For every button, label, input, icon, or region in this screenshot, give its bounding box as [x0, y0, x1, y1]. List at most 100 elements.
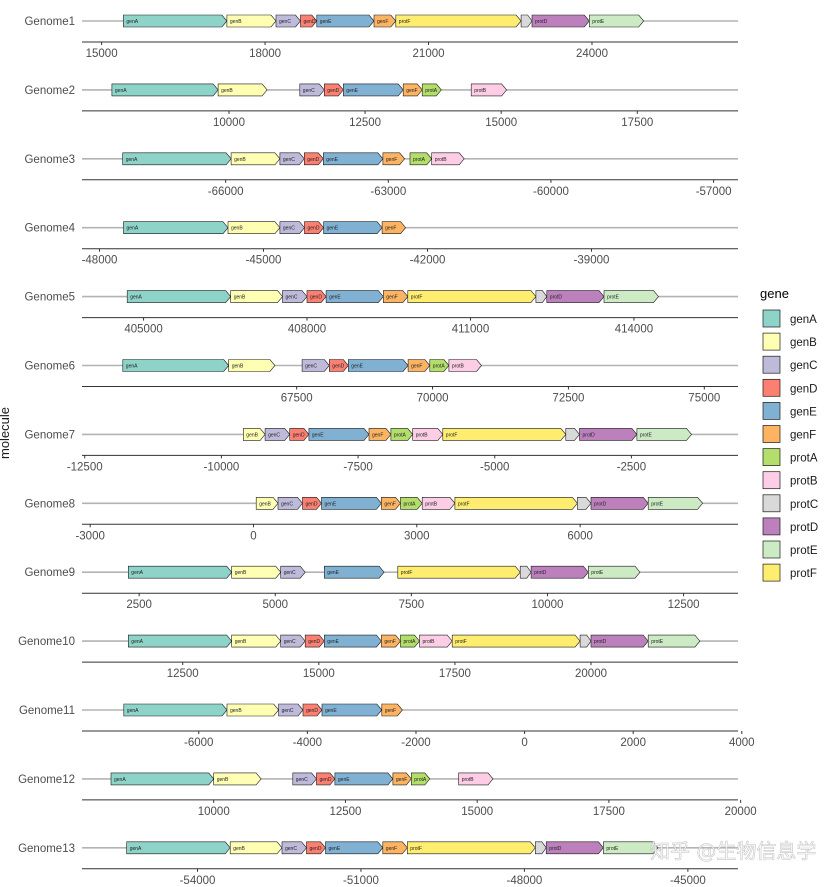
gene-label: genB — [234, 157, 246, 163]
gene-label: protA — [414, 777, 427, 783]
gene-arrow-genC — [279, 221, 305, 234]
gene-label: protA — [433, 364, 446, 370]
gene-label: genB — [221, 88, 233, 94]
genome-label: Genome6 — [24, 361, 75, 373]
gene-label: genC — [283, 226, 295, 232]
gene-arrow-protB — [470, 83, 507, 97]
gene-arrow-protC — [535, 290, 548, 303]
gene-label: genC — [284, 639, 296, 645]
gene-label: genE — [327, 639, 339, 645]
gene-label: protE — [591, 570, 604, 576]
gene-label: protE — [606, 846, 619, 852]
x-tick-label: -2500 — [617, 461, 646, 473]
gene-arrow-protC — [579, 634, 592, 648]
gene-arrow-genF — [407, 359, 431, 372]
gene-arrow-protF — [407, 290, 537, 303]
gene-arrow-genB — [227, 221, 281, 234]
gene-arrow-protC — [519, 565, 532, 579]
gene-label: protA — [404, 501, 417, 507]
gene-arrow-genA — [123, 14, 228, 28]
gene-label: genE — [326, 157, 338, 163]
gene-label: protE — [651, 639, 664, 645]
gene-arrow-genB — [231, 565, 282, 579]
gene-arrow-genF — [382, 290, 409, 303]
gene-label: genC — [286, 295, 298, 301]
legend-swatch-genB — [762, 332, 781, 351]
x-tick-label: 17500 — [621, 117, 653, 129]
gene-arrow-genB — [231, 634, 282, 648]
gene-arrow-genE — [321, 703, 383, 717]
gene-label: genE — [329, 295, 341, 301]
x-tick-label: 15000 — [86, 48, 118, 60]
gene-arrow-genB — [228, 359, 276, 372]
legend-label: genE — [790, 406, 817, 418]
legend-swatch-genA — [762, 309, 781, 328]
x-tick-label: 18000 — [249, 48, 281, 60]
x-tick-label: 72500 — [552, 393, 584, 405]
gene-arrow-genD — [306, 841, 326, 855]
gene-label: genB — [230, 708, 242, 714]
gene-label: genA — [127, 708, 139, 714]
gene-label: genD — [310, 295, 322, 301]
x-tick-label: 20000 — [725, 806, 757, 818]
gene-arrow-protC — [577, 496, 592, 510]
gene-label: genE — [312, 432, 324, 438]
gene-arrow-protF — [451, 634, 581, 648]
gene-arrow-genE — [325, 290, 384, 303]
gene-arrow-genD — [302, 496, 322, 510]
gene-arrow-protC — [520, 14, 533, 28]
gene-label: genB — [235, 639, 247, 645]
genome-panel: Genome13 genA genB genC genD genE genF protF pro… — [18, 841, 738, 887]
genome-panel: Genome12 genA genB genC genD genE genF protA pro… — [18, 772, 757, 818]
genome-label: Genome4 — [24, 223, 75, 235]
x-tick-label: -10000 — [203, 461, 239, 473]
gene-arrow-genF — [381, 703, 403, 717]
gene-arrow-genF — [373, 14, 397, 28]
gene-label: protE — [651, 501, 664, 507]
genome-panel: Genome4 genA genB genC genD genE genF -48000 -45… — [24, 221, 738, 267]
gene-arrow-genD — [304, 634, 325, 648]
gene-arrow-protC — [565, 428, 580, 441]
gene-label: protB — [423, 639, 436, 645]
genome-label: Genome10 — [18, 636, 75, 648]
genome-label: Genome11 — [19, 705, 75, 717]
gene-arrow-protA — [400, 496, 423, 510]
x-tick-label: 12500 — [349, 117, 381, 129]
gene-arrow-genB — [226, 703, 279, 717]
x-tick-label: 67500 — [281, 393, 313, 405]
genome-panel: Genome11 genA genB genC genD genE genF -6000 -40… — [19, 703, 755, 749]
gene-arrow-genE — [308, 428, 370, 441]
gene-arrow-protE — [588, 14, 645, 28]
gene-label: genA — [115, 88, 127, 94]
gene-arrow-genD — [306, 290, 327, 303]
gene-label: protE — [640, 432, 653, 438]
gene-label: protF — [455, 639, 467, 645]
gene-label: genC — [285, 846, 297, 852]
gene-arrow-genE — [325, 841, 384, 855]
gene-arrow-protE — [587, 565, 641, 579]
gene-label: protF — [399, 19, 411, 25]
x-tick-label: 5000 — [262, 599, 288, 611]
gene-label: genA — [126, 19, 138, 25]
genome-panel: Genome3 genA genB genC genD genE genF protA prot… — [24, 152, 738, 198]
gene-arrow-genD — [304, 221, 324, 234]
gene-arrow-genC — [281, 841, 307, 855]
x-tick-label: -45000 — [246, 255, 282, 267]
gene-label: genB — [234, 295, 246, 301]
x-tick-label: -60000 — [533, 186, 569, 198]
gene-arrow-protD — [530, 565, 589, 579]
gene-arrow-genF — [392, 772, 412, 786]
gene-label: genB — [230, 19, 242, 25]
x-tick-label: 12500 — [668, 599, 700, 611]
gene-label: protD — [534, 570, 547, 576]
legend-swatch-protC — [762, 494, 781, 513]
gene-label: genE — [325, 708, 337, 714]
gene-label: genA — [114, 777, 126, 783]
gene-label: protF — [458, 501, 470, 507]
gene-arrow-genA — [122, 359, 230, 372]
gene-arrow-genD — [316, 772, 336, 786]
gene-arrow-genE — [316, 14, 375, 28]
gene-arrow-genC — [292, 772, 317, 786]
x-tick-label: 17500 — [593, 806, 625, 818]
